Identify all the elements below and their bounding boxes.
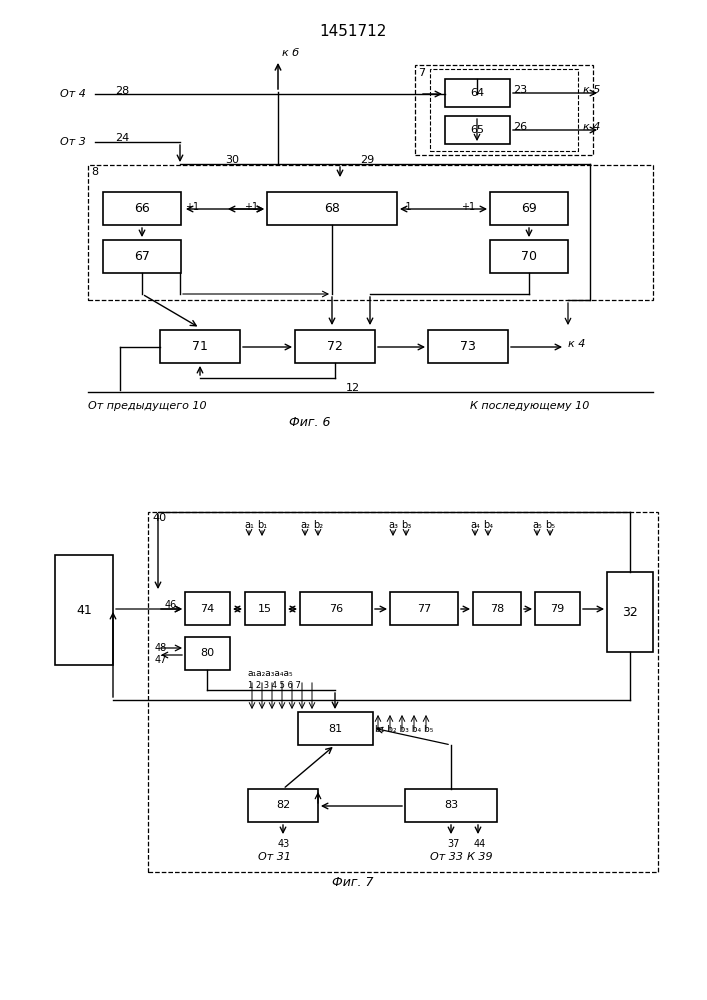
Text: b₃: b₃: [401, 520, 411, 530]
Text: a₂: a₂: [300, 520, 310, 530]
Text: 46: 46: [165, 600, 177, 610]
Text: 70: 70: [521, 250, 537, 263]
Bar: [535, 592, 580, 625]
Text: 69: 69: [521, 202, 537, 215]
Text: к 4: к 4: [583, 122, 600, 132]
Text: 67: 67: [134, 250, 150, 263]
Text: 1 2 3 4 5 6 7: 1 2 3 4 5 6 7: [248, 680, 301, 690]
Text: 8: 8: [91, 167, 98, 177]
Text: 68: 68: [324, 202, 340, 215]
Text: 1451712: 1451712: [320, 24, 387, 39]
Text: 80: 80: [201, 648, 214, 658]
Bar: [473, 592, 521, 625]
Bar: [245, 592, 285, 625]
Text: +1: +1: [461, 202, 475, 212]
Text: 72: 72: [327, 340, 343, 353]
Bar: [405, 789, 497, 822]
Text: 29: 29: [360, 155, 374, 165]
Bar: [103, 240, 181, 273]
Text: +1: +1: [244, 202, 258, 212]
Text: 82: 82: [276, 800, 290, 810]
Text: 43: 43: [278, 839, 291, 849]
Text: Фиг. 7: Фиг. 7: [332, 876, 374, 888]
Text: 24: 24: [115, 133, 129, 143]
Bar: [390, 592, 458, 625]
Text: b₄: b₄: [483, 520, 493, 530]
Text: 81: 81: [329, 724, 343, 734]
Text: 64: 64: [470, 88, 484, 98]
Text: 66: 66: [134, 202, 150, 215]
Text: b₁ b₂ b₃ b₄ b₅: b₁ b₂ b₃ b₄ b₅: [375, 726, 433, 734]
Text: От 3: От 3: [60, 137, 86, 147]
Text: От 31: От 31: [258, 852, 291, 862]
Bar: [55, 555, 113, 665]
Bar: [445, 116, 510, 144]
Text: 26: 26: [513, 122, 527, 132]
Text: 37: 37: [447, 839, 460, 849]
Text: От 4: От 4: [60, 89, 86, 99]
Bar: [148, 512, 658, 872]
Text: a₁: a₁: [244, 520, 254, 530]
Text: К 39: К 39: [467, 852, 493, 862]
Text: 7: 7: [418, 68, 425, 78]
Text: 30: 30: [225, 155, 239, 165]
Text: 40: 40: [152, 513, 166, 523]
Bar: [295, 330, 375, 363]
Text: 73: 73: [460, 340, 476, 353]
Bar: [428, 330, 508, 363]
Bar: [185, 637, 230, 670]
Text: к 5: к 5: [583, 85, 600, 95]
Bar: [430, 69, 578, 151]
Text: к б: к б: [282, 48, 299, 58]
Text: 79: 79: [550, 603, 565, 613]
Text: 48: 48: [155, 643, 168, 653]
Text: 65: 65: [470, 125, 484, 135]
Text: 32: 32: [622, 605, 638, 618]
Text: 77: 77: [417, 603, 431, 613]
Text: b₂: b₂: [313, 520, 323, 530]
Text: -1: -1: [403, 202, 413, 212]
Text: 15: 15: [258, 603, 272, 613]
Text: К последующему 10: К последующему 10: [470, 401, 590, 411]
Text: к 4: к 4: [568, 339, 585, 349]
Text: 74: 74: [200, 603, 215, 613]
Bar: [490, 240, 568, 273]
Text: Фиг. 6: Фиг. 6: [289, 416, 331, 428]
Bar: [490, 192, 568, 225]
Text: a₅: a₅: [532, 520, 542, 530]
Text: a₃: a₃: [388, 520, 398, 530]
Text: 28: 28: [115, 86, 129, 96]
Text: a₁a₂a₃a₄a₅: a₁a₂a₃a₄a₅: [248, 668, 293, 678]
Text: 76: 76: [329, 603, 343, 613]
Text: 12: 12: [346, 383, 360, 393]
Bar: [445, 79, 510, 107]
Bar: [300, 592, 372, 625]
Bar: [298, 712, 373, 745]
Text: 44: 44: [474, 839, 486, 849]
Bar: [415, 65, 593, 155]
Text: 71: 71: [192, 340, 208, 353]
Bar: [88, 165, 653, 300]
Text: От предыдущего 10: От предыдущего 10: [88, 401, 206, 411]
Bar: [160, 330, 240, 363]
Text: От 33: От 33: [430, 852, 463, 862]
Bar: [607, 572, 653, 652]
Bar: [248, 789, 318, 822]
Text: 78: 78: [490, 603, 504, 613]
Text: 23: 23: [513, 85, 527, 95]
Text: 47: 47: [155, 655, 168, 665]
Text: +1: +1: [185, 202, 199, 212]
Text: a₄: a₄: [470, 520, 480, 530]
Bar: [267, 192, 397, 225]
Text: 83: 83: [444, 800, 458, 810]
Bar: [185, 592, 230, 625]
Text: b₁: b₁: [257, 520, 267, 530]
Text: b₅: b₅: [545, 520, 555, 530]
Bar: [103, 192, 181, 225]
Text: 41: 41: [76, 603, 92, 616]
